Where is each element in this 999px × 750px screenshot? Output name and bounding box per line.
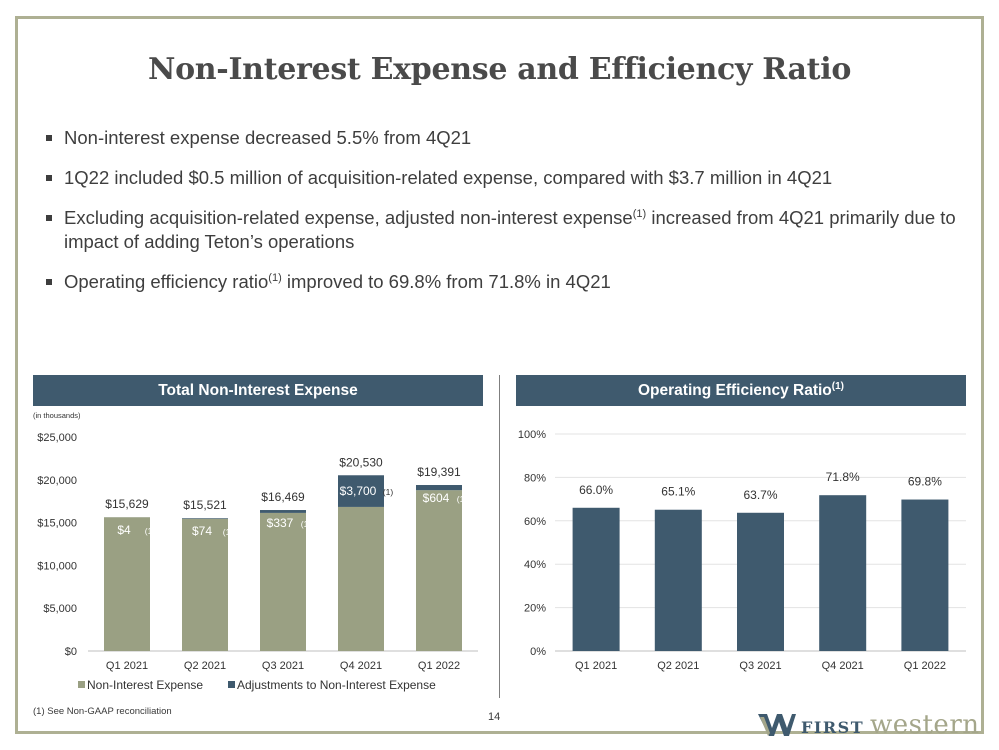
value-label: 71.8% bbox=[826, 470, 860, 484]
bullet-marker bbox=[46, 215, 52, 221]
y-tick-label: $5,000 bbox=[43, 603, 77, 615]
bar-adjustment bbox=[260, 510, 306, 513]
adjustment-value-label: $337 bbox=[267, 516, 294, 530]
expense-chart-title: Total Non-Interest Expense bbox=[158, 382, 358, 399]
x-tick-label: Q1 2022 bbox=[904, 660, 946, 672]
bullet-list: Non-interest expense decreased 5.5% from… bbox=[44, 126, 964, 310]
adjustment-footnote-ref: (1) bbox=[301, 519, 312, 529]
bar-efficiency-ratio bbox=[737, 512, 784, 651]
panel-divider bbox=[499, 375, 500, 698]
y-tick-label: 60% bbox=[524, 516, 546, 528]
bar-non-interest-expense bbox=[416, 490, 462, 651]
bullet-marker bbox=[46, 175, 52, 181]
bullet-text: Non-interest expense decreased 5.5% from… bbox=[64, 127, 472, 148]
bar-efficiency-ratio bbox=[572, 507, 620, 651]
x-tick-label: Q3 2021 bbox=[739, 660, 781, 672]
company-logo: FIRST western bbox=[758, 710, 988, 740]
bullet-item: Non-interest expense decreased 5.5% from… bbox=[44, 126, 964, 150]
total-value-label: $15,629 bbox=[105, 497, 149, 511]
value-label: 65.1% bbox=[661, 485, 695, 499]
expense-chart-header: Total Non-Interest Expense bbox=[33, 375, 483, 406]
footnote-ref: (1) bbox=[268, 272, 282, 284]
adjustment-value-label: $74 bbox=[192, 524, 212, 538]
logo-w-mark-icon bbox=[758, 714, 796, 736]
y-tick-label: 100% bbox=[518, 429, 546, 441]
adjustment-footnote-ref: (1) bbox=[457, 494, 468, 504]
y-tick-label: $10,000 bbox=[37, 560, 77, 572]
bar-adjustment bbox=[338, 475, 384, 507]
page-number: 14 bbox=[488, 711, 501, 723]
efficiency-chart-title: Operating Efficiency Ratio bbox=[637, 382, 832, 399]
bar-non-interest-expense bbox=[104, 517, 150, 651]
legend-label: Non-Interest Expense bbox=[87, 678, 203, 692]
bullet-text: increased from 4Q21 primarily due to imp… bbox=[64, 207, 956, 252]
logo-first-text: FIRST bbox=[801, 718, 865, 737]
slide-title: Non-Interest Expense and Efficiency Rati… bbox=[147, 52, 852, 87]
bar-non-interest-expense bbox=[260, 512, 306, 651]
legend-swatch-non-interest-expense bbox=[78, 681, 85, 688]
footnote-ref: (1) bbox=[632, 208, 647, 220]
x-tick-label: Q2 2021 bbox=[184, 660, 226, 672]
adjustment-value-label: $4 bbox=[117, 523, 131, 537]
x-tick-label: Q4 2021 bbox=[822, 660, 864, 672]
unit-note: (in thousands) bbox=[33, 411, 81, 420]
logo-western-text: western bbox=[870, 710, 980, 740]
legend-swatch-adjustments bbox=[228, 681, 235, 688]
adjustment-footnote-ref: (1) bbox=[145, 526, 156, 536]
x-tick-label: Q1 2021 bbox=[106, 660, 148, 672]
adjustment-footnote-ref: (1) bbox=[383, 487, 394, 497]
y-tick-label: $20,000 bbox=[37, 475, 77, 487]
x-tick-label: Q1 2022 bbox=[418, 660, 460, 672]
adjustment-footnote-ref: (1) bbox=[223, 527, 234, 537]
y-tick-label: $15,000 bbox=[37, 518, 77, 530]
bar-non-interest-expense bbox=[338, 506, 384, 651]
total-value-label: $20,530 bbox=[339, 455, 383, 469]
legend-label: Adjustments to Non-Interest Expense bbox=[237, 678, 436, 692]
bullet-item: Excluding acquisition-related expense, a… bbox=[44, 206, 964, 254]
bullet-text: improved to 69.8% from 71.8% in 4Q21 bbox=[281, 271, 611, 292]
y-tick-label: 80% bbox=[524, 472, 546, 484]
bar-efficiency-ratio bbox=[901, 499, 949, 651]
bar-non-interest-expense bbox=[182, 518, 228, 651]
bar-adjustment bbox=[416, 485, 462, 491]
x-tick-label: Q4 2021 bbox=[340, 660, 382, 672]
slide-frame bbox=[15, 16, 984, 734]
bullet-text: 1Q22 included $0.5 million of acquisitio… bbox=[64, 167, 833, 188]
y-tick-label: 0% bbox=[530, 646, 546, 658]
bar-efficiency-ratio bbox=[654, 509, 702, 651]
bullet-text: Excluding acquisition-related expense, a… bbox=[64, 207, 633, 228]
bullet-text: Operating efficiency ratio bbox=[64, 271, 269, 292]
value-label: 63.7% bbox=[743, 488, 777, 502]
value-label: 69.8% bbox=[908, 475, 942, 489]
total-value-label: $15,521 bbox=[183, 498, 227, 512]
efficiency-chart-header: Operating Efficiency Ratio(1) bbox=[516, 375, 966, 406]
x-tick-label: Q2 2021 bbox=[657, 660, 699, 672]
total-value-label: $19,391 bbox=[417, 465, 461, 479]
bullet-item: 1Q22 included $0.5 million of acquisitio… bbox=[44, 166, 964, 190]
bar-efficiency-ratio bbox=[819, 495, 867, 651]
value-label: 66.0% bbox=[579, 483, 613, 497]
bar-adjustment bbox=[182, 518, 228, 519]
bullet-marker bbox=[46, 135, 52, 141]
footnote-ref: (1) bbox=[831, 381, 845, 392]
x-tick-label: Q1 2021 bbox=[575, 660, 617, 672]
adjustment-value-label: $3,700 bbox=[340, 484, 377, 498]
bullet-item: Operating efficiency ratio(1) improved t… bbox=[44, 270, 964, 294]
y-tick-label: 40% bbox=[524, 559, 546, 571]
bullet-marker bbox=[46, 279, 52, 285]
y-tick-label: $0 bbox=[65, 646, 77, 658]
y-tick-label: 20% bbox=[524, 603, 546, 615]
total-value-label: $16,469 bbox=[261, 490, 305, 504]
y-tick-label: $25,000 bbox=[37, 432, 77, 444]
footnote: (1) See Non-GAAP reconciliation bbox=[33, 706, 172, 717]
adjustment-value-label: $604 bbox=[423, 491, 450, 505]
x-tick-label: Q3 2021 bbox=[262, 660, 304, 672]
